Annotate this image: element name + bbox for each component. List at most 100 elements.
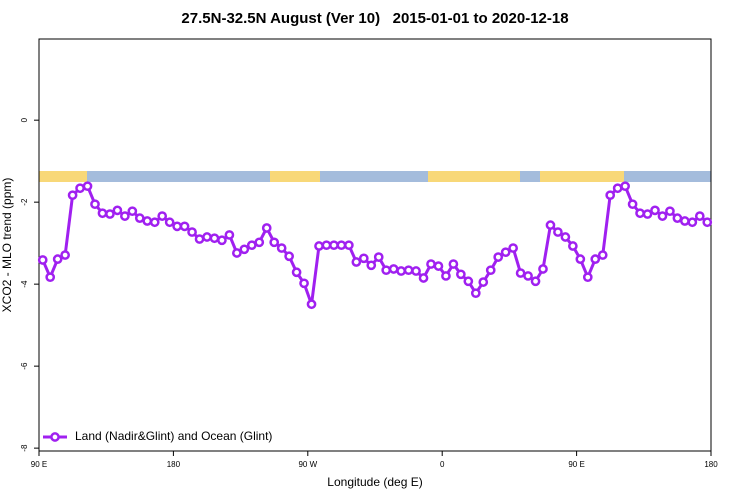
data-point — [560, 232, 571, 242]
data-point — [575, 254, 586, 264]
data-point — [605, 190, 616, 201]
data-point — [82, 181, 93, 192]
data-point — [179, 221, 190, 232]
data-point — [657, 211, 668, 221]
data-point — [597, 250, 608, 260]
data-point — [60, 250, 70, 260]
data-point — [515, 268, 526, 278]
data-point — [194, 234, 205, 244]
data-point — [650, 205, 660, 216]
legend-label: Land (Nadir&Glint) and Ocean (Glint) — [75, 429, 272, 443]
x-tick-label: 180 — [167, 460, 181, 469]
data-point — [463, 276, 474, 287]
data-point — [672, 213, 683, 223]
data-point — [142, 216, 153, 226]
data-point — [590, 254, 601, 264]
y-axis-label: XCO2 - MLO trend (ppm) — [0, 178, 14, 313]
data-point — [75, 183, 85, 194]
data-point — [127, 206, 138, 217]
data-point — [418, 273, 429, 283]
data-point — [381, 265, 392, 276]
data-point — [665, 206, 675, 217]
data-point — [246, 240, 257, 251]
data-point — [441, 271, 451, 281]
data-point — [627, 199, 638, 210]
y-tick-label: 0 — [20, 117, 29, 122]
chart-title: 27.5N-32.5N August (Ver 10) 2015-01-01 t… — [181, 10, 568, 27]
data-point — [224, 230, 235, 240]
y-tick-label: -6 — [20, 362, 29, 370]
data-point — [620, 181, 630, 192]
data-point — [209, 233, 220, 244]
data-point — [105, 209, 115, 219]
data-point — [478, 277, 489, 287]
data-point — [37, 255, 48, 265]
data-point — [523, 271, 533, 281]
data-point — [261, 223, 272, 233]
data-point — [67, 190, 78, 201]
data-point — [500, 247, 511, 258]
data-point — [336, 240, 347, 251]
y-tick-label: -8 — [20, 444, 29, 452]
data-point — [291, 267, 302, 278]
data-point — [612, 183, 623, 194]
data-point — [97, 208, 108, 219]
data-point — [120, 211, 130, 221]
data-point — [396, 266, 406, 276]
x-tick-label: 90 E — [568, 460, 584, 469]
data-point — [485, 265, 496, 276]
data-point — [344, 240, 354, 251]
data-point — [172, 221, 182, 232]
data-point — [680, 216, 690, 226]
data-point — [112, 205, 123, 216]
data-point — [157, 211, 168, 221]
data-point — [538, 264, 548, 274]
data-point — [321, 240, 332, 251]
data-point — [314, 241, 324, 251]
data-point — [388, 264, 399, 274]
data-point — [694, 211, 705, 221]
data-point — [568, 241, 578, 251]
data-point — [456, 269, 466, 280]
data-point — [239, 244, 250, 255]
data-point — [635, 208, 645, 219]
data-point — [508, 243, 518, 253]
data-point — [687, 217, 698, 228]
land-ocean-strip — [39, 171, 711, 182]
data-point — [45, 272, 56, 283]
y-tick-label: -2 — [20, 198, 29, 206]
data-point — [426, 259, 436, 269]
data-point — [276, 243, 287, 253]
data-point — [582, 272, 593, 283]
plot-frame — [38, 38, 712, 452]
data-point — [448, 259, 459, 269]
data-point — [306, 299, 317, 310]
data-point — [269, 237, 280, 248]
data-point — [553, 227, 563, 237]
data-point — [411, 266, 421, 276]
data-point — [358, 253, 369, 264]
x-axis-label: Longitude (deg E) — [327, 475, 422, 489]
data-point — [530, 276, 541, 287]
data-point — [329, 240, 339, 251]
x-tick-label: 0 — [440, 460, 445, 469]
data-point — [373, 252, 384, 262]
x-tick-label: 90 E — [31, 460, 47, 469]
data-point — [149, 217, 160, 228]
data-point — [366, 260, 377, 271]
data-point — [164, 217, 175, 228]
x-tick-label: 90 W — [298, 460, 317, 469]
legend-marker — [50, 432, 60, 442]
data-point — [493, 252, 504, 262]
data-point — [642, 209, 653, 219]
series-line — [41, 184, 709, 306]
x-tick-label: 180 — [704, 460, 718, 469]
data-point — [403, 265, 414, 276]
data-point — [90, 199, 100, 210]
data-point — [52, 254, 63, 264]
data-point — [202, 232, 212, 242]
data-point — [254, 237, 265, 248]
data-point — [299, 278, 309, 289]
data-point — [433, 261, 444, 271]
